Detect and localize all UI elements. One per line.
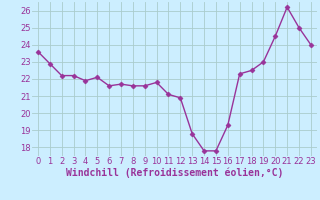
X-axis label: Windchill (Refroidissement éolien,°C): Windchill (Refroidissement éolien,°C) (66, 168, 283, 178)
